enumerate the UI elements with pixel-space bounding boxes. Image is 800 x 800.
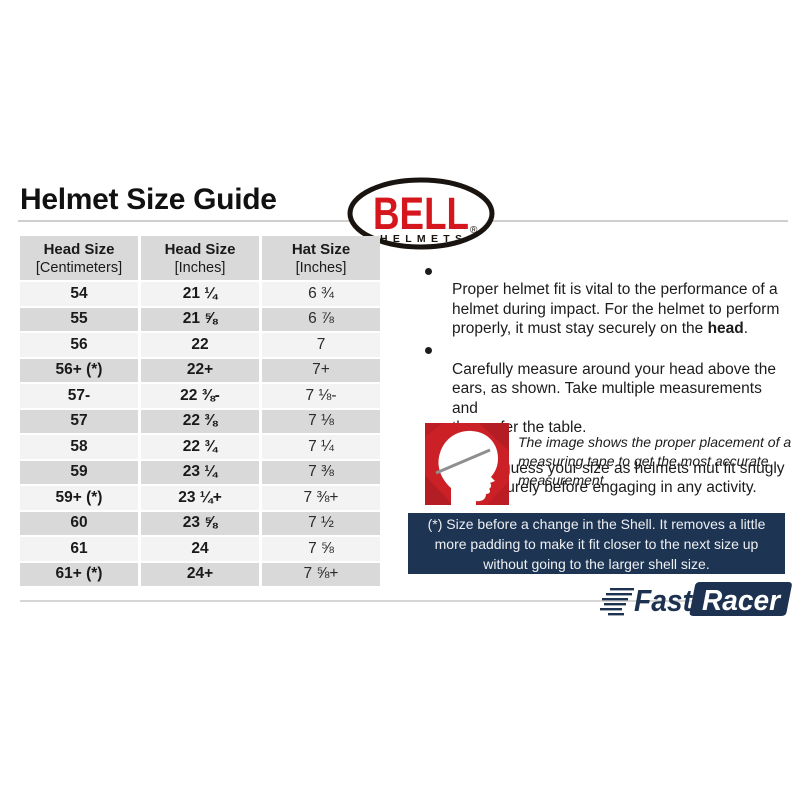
size-table: Head Size [Centimeters] Head Size [Inche… (17, 234, 383, 588)
page-title: Helmet Size Guide (20, 183, 277, 216)
cell-cm: 59 (20, 460, 138, 484)
col-header-head-size-cm: Head Size [Centimeters] (20, 236, 138, 280)
cell-inches: 22 ¾ (141, 435, 259, 459)
header-label: Head Size (164, 240, 236, 258)
cell-inches: 23 ¼+ (141, 486, 259, 510)
table-header-row: Head Size [Centimeters] Head Size [Inche… (20, 236, 380, 280)
col-header-hat-size: Hat Size [Inches] (262, 236, 380, 280)
cell-hat: 6 ¾ (262, 282, 380, 306)
bell-registered-mark: ® (470, 225, 478, 236)
figure-caption: The image shows the proper placement of … (518, 434, 792, 488)
bullet-text: Carefully measure around your head above… (452, 361, 776, 437)
header-label: Hat Size (291, 240, 351, 258)
measuring-head-icon (425, 423, 509, 505)
cell-inches: 24 (141, 537, 259, 561)
cell-cm: 59+ (*) (20, 486, 138, 510)
cell-hat: 7 ½ (262, 511, 380, 535)
shell-note-text: (*) Size before a change in the Shell. I… (427, 515, 766, 572)
cell-hat: 7 ¼ (262, 435, 380, 459)
list-item: Carefully measure around your head above… (408, 341, 792, 438)
cell-cm: 61 (20, 537, 138, 561)
shell-note-box: (*) Size before a change in the Shell. I… (408, 513, 785, 574)
cell-inches: 23 ¼ (141, 460, 259, 484)
cell-cm: 57 (20, 409, 138, 433)
bell-helmets-logo-icon: BELL ® HELMETS (347, 177, 495, 250)
cell-cm: 56+ (*) (20, 358, 138, 382)
cell-hat: 7 ⅜ (262, 460, 380, 484)
table-row: 61 24 7 ⅝ (20, 537, 380, 561)
cell-hat: 7 ⅛- (262, 384, 380, 408)
cell-cm: 60 (20, 511, 138, 535)
header-unit: [Inches] (295, 259, 347, 276)
cell-cm: 58 (20, 435, 138, 459)
bullet-icon (425, 267, 432, 275)
cell-hat: 7 ⅜+ (262, 486, 380, 510)
cell-cm: 54 (20, 282, 138, 306)
table-row: 57- 22 ⅜- 7 ⅛- (20, 384, 380, 408)
bell-wordmark: BELL (373, 188, 469, 239)
cell-inches: 22 ⅜- (141, 384, 259, 408)
table-row: 59+ (*) 23 ¼+ 7 ⅜+ (20, 486, 380, 510)
header-unit: [Inches] (174, 259, 226, 276)
fastracer-logo-icon: Fast Racer (600, 582, 792, 618)
table-row: 56+ (*) 22+ 7+ (20, 358, 380, 382)
cell-inches: 22 (141, 333, 259, 357)
bell-helmets-text: HELMETS (380, 233, 462, 245)
header-label: Head Size (43, 240, 115, 258)
fit-tips-list: Proper helmet fit is vital to the perfor… (408, 261, 792, 500)
cell-inches: 22+ (141, 358, 259, 382)
cell-hat: 7 (262, 333, 380, 357)
header-unit: [Centimeters] (35, 259, 123, 276)
cell-inches: 21 ¼ (141, 282, 259, 306)
table-row: 56 22 7 (20, 333, 380, 357)
cell-inches: 21 ⅝ (141, 307, 259, 331)
table-row: 61+ (*) 24+ 7 ⅝+ (20, 562, 380, 586)
fastracer-fast-text: Fast (634, 583, 694, 618)
cell-hat: 7 ⅛ (262, 409, 380, 433)
cell-hat: 6 ⅞ (262, 307, 380, 331)
cell-inches: 24+ (141, 562, 259, 586)
cell-hat: 7+ (262, 358, 380, 382)
cell-inches: 22 ⅜ (141, 409, 259, 433)
cell-inches: 23 ⅝ (141, 511, 259, 535)
footer-divider (20, 600, 788, 602)
col-header-head-size-in: Head Size [Inches] (141, 236, 259, 280)
speed-lines-icon (600, 588, 634, 616)
cell-cm: 61+ (*) (20, 562, 138, 586)
cell-hat: 7 ⅝+ (262, 562, 380, 586)
cell-cm: 56 (20, 333, 138, 357)
bullet-text: Proper helmet fit is vital to the perfor… (452, 281, 780, 338)
bell-logo-oval (347, 177, 495, 250)
fastracer-racer-text: Racer (702, 585, 782, 617)
list-item: Proper helmet fit is vital to the perfor… (408, 261, 792, 339)
bullet-icon (425, 347, 432, 355)
fastracer-racer-box (689, 582, 792, 616)
cell-cm: 55 (20, 307, 138, 331)
cell-hat: 7 ⅝ (262, 537, 380, 561)
cell-cm: 57- (20, 384, 138, 408)
